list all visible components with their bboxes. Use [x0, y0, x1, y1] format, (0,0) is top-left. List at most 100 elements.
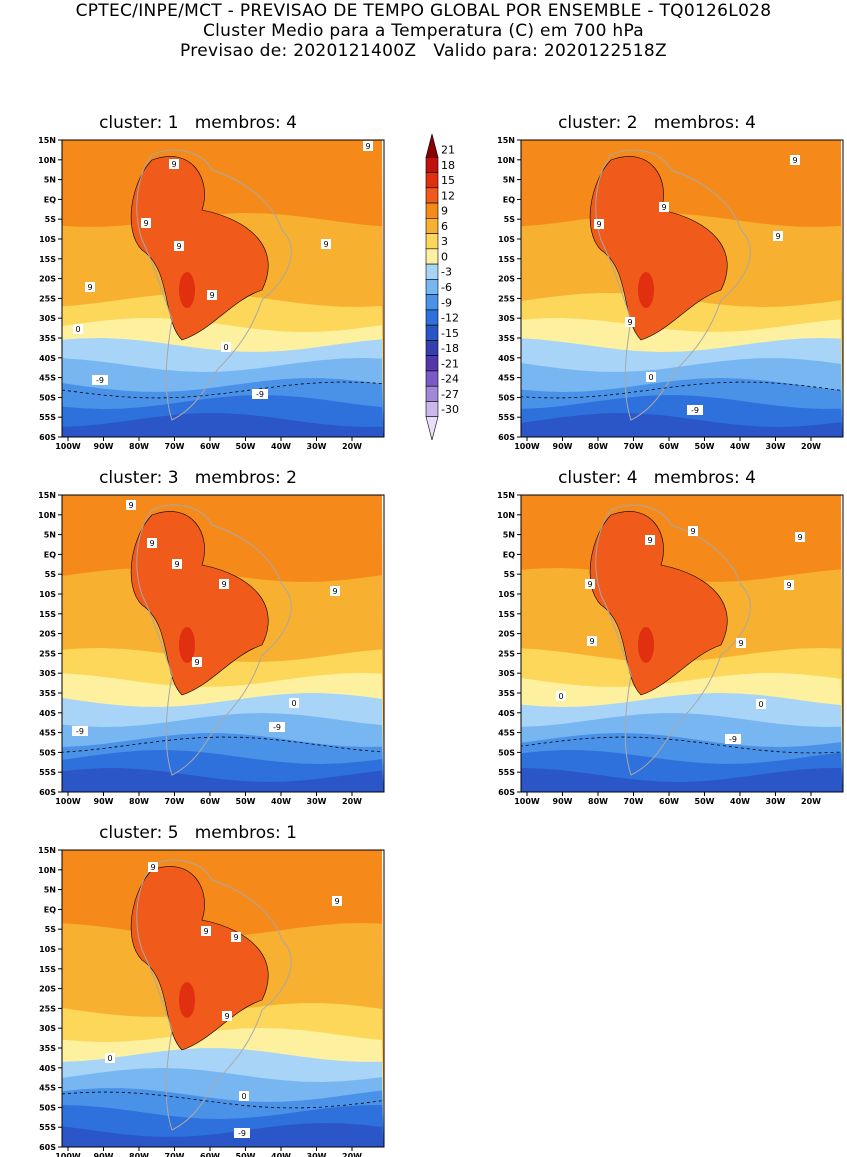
lon-tick-label: 60W: [200, 442, 220, 451]
lon-tick-label: 100W: [514, 442, 540, 451]
contour-label: 9: [148, 862, 158, 872]
lat-tick-label: 15N: [38, 846, 56, 855]
lat-tick-label: 10N: [38, 511, 56, 520]
lat-tick-label: 50S: [39, 748, 56, 757]
lat-tick-label: 30S: [498, 314, 515, 323]
panel-title: cluster: 5 membros: 1: [99, 823, 297, 843]
lon-tick-label: 100W: [55, 1152, 81, 1157]
lat-tick-label: 5N: [44, 886, 56, 895]
contour-label: 0: [239, 1091, 249, 1101]
lat-tick-label: 15N: [38, 136, 56, 145]
contour-label: 9: [330, 586, 340, 596]
lat-tick-label: 5N: [44, 176, 56, 185]
colorbar-label: -27: [441, 388, 459, 401]
colorbar-label: -18: [441, 342, 459, 355]
lat-tick-label: 60S: [498, 433, 515, 442]
lon-tick-label: 40W: [271, 797, 291, 806]
lat-tick-label: 25S: [39, 294, 56, 303]
lon-tick-label: 90W: [553, 442, 573, 451]
lon-tick-label: 20W: [342, 442, 362, 451]
contour-label: -9: [687, 405, 703, 415]
svg-text:9: 9: [150, 863, 155, 872]
lon-tick-label: 70W: [165, 797, 185, 806]
contour-label: 9: [332, 896, 342, 906]
header-subtitle: Cluster Medio para a Temperatura (C) em …: [202, 21, 645, 41]
contour-label: 9: [321, 239, 331, 249]
colorbar-label: 0: [441, 250, 448, 263]
panel-title: cluster: 3 membros: 2: [99, 468, 297, 488]
contour-label: 9: [207, 290, 217, 300]
contour-label: 9: [141, 218, 151, 228]
svg-text:9: 9: [171, 160, 176, 169]
colorbar-swatch: [425, 416, 439, 441]
lat-tick-label: 5N: [503, 531, 515, 540]
contour-label: 0: [73, 324, 83, 334]
map-plot: 15N 10N 5N EQ 5S 10S 15S 20S 25S 30S 35S 40S 45S 50S 5…: [497, 491, 844, 806]
lat-tick-label: 25S: [498, 649, 515, 658]
lat-tick-label: 15S: [39, 610, 56, 619]
colorbar-swatch: [425, 385, 439, 402]
colorbar-label: 3: [441, 235, 448, 248]
contour-label: 9: [172, 559, 182, 569]
lon-tick-label: 30W: [766, 442, 786, 451]
lat-tick-label: 40S: [498, 354, 515, 363]
contour-label: 9: [231, 932, 241, 942]
lon-tick-label: 100W: [55, 797, 81, 806]
colorbar-swatch: [425, 340, 439, 356]
panel-title: cluster: 2 membros: 4: [558, 113, 756, 133]
lat-tick-label: 45S: [498, 729, 515, 738]
colorbar-swatch: [425, 187, 439, 204]
lat-tick-label: 35S: [498, 689, 515, 698]
colorbar-swatch: [425, 233, 439, 250]
lat-tick-label: 50S: [498, 393, 515, 402]
svg-text:9: 9: [738, 639, 743, 648]
contour-label: 9: [126, 500, 136, 510]
svg-text:9: 9: [334, 897, 339, 906]
lon-tick-label: 50W: [695, 797, 715, 806]
svg-text:9: 9: [221, 580, 226, 589]
lat-tick-label: 60S: [39, 433, 56, 442]
contour-label: 9: [219, 579, 229, 589]
colorbar-label: -24: [441, 373, 459, 386]
lat-tick-label: EQ: [44, 905, 56, 914]
map-plot: 15N 10N 5N EQ 5S 10S 15S 20S 25S 30S 35S 40S 45S 50S 5…: [38, 491, 385, 806]
lat-tick-label: 40S: [39, 709, 56, 718]
svg-text:9: 9: [589, 637, 594, 646]
lat-tick-label: 55S: [498, 413, 515, 422]
lat-tick-label: 25S: [498, 294, 515, 303]
map-panel-cluster-1: cluster: 1 membros: 4 15N 10N 5N EQ 5S 10S 15S…: [28, 113, 388, 451]
lon-tick-label: 60W: [659, 442, 679, 451]
lon-tick-label: 20W: [801, 797, 821, 806]
lon-tick-label: 90W: [94, 442, 114, 451]
colorbar-swatch: [425, 309, 439, 326]
lat-tick-label: 40S: [498, 709, 515, 718]
lat-tick-label: 60S: [39, 788, 56, 797]
header-dates: Previsao de: 2020121400Z Valido para: 20…: [180, 41, 667, 61]
svg-text:9: 9: [647, 536, 652, 545]
contour-label: -9: [252, 389, 268, 399]
lat-tick-label: 35S: [498, 334, 515, 343]
contour-label: 9: [147, 538, 157, 548]
header-title: CPTEC/INPE/MCT - PREVISAO DE TEMPO GLOBA…: [75, 1, 772, 21]
contour-label: 9: [736, 638, 746, 648]
svg-text:0: 0: [107, 1054, 112, 1063]
lon-tick-label: 30W: [307, 797, 327, 806]
lat-tick-label: 30S: [498, 669, 515, 678]
lat-tick-label: 10S: [39, 590, 56, 599]
contour-label: -9: [234, 1128, 250, 1138]
colorbar-legend: 21 18 15 12 9 6 3 0 -3 -6 -9 -12 -15 -18 -21 -24 -27 -30: [420, 132, 470, 447]
panel-title: cluster: 4 membros: 4: [558, 468, 756, 488]
svg-text:-9: -9: [691, 406, 699, 415]
lat-tick-label: 5S: [45, 925, 57, 934]
lon-tick-label: 70W: [165, 1152, 185, 1157]
lat-tick-label: 50S: [39, 1103, 56, 1112]
svg-text:-9: -9: [76, 727, 84, 736]
svg-text:9: 9: [365, 142, 370, 151]
colorbar-swatch: [425, 370, 439, 387]
svg-text:9: 9: [87, 283, 92, 292]
lat-tick-label: 50S: [498, 748, 515, 757]
lat-tick-label: 10S: [39, 945, 56, 954]
svg-text:0: 0: [648, 373, 653, 382]
lat-tick-label: 55S: [39, 1123, 56, 1132]
contour-label: -9: [72, 726, 88, 736]
